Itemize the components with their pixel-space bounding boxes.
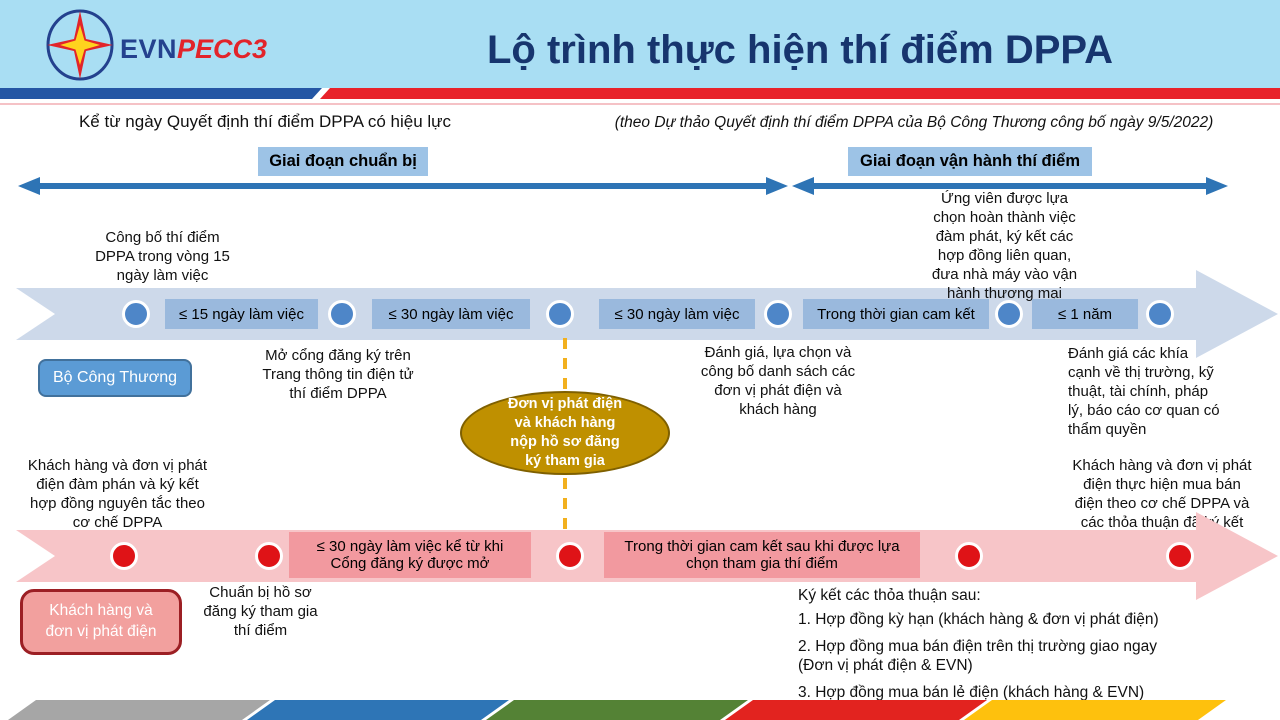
page-title: Lộ trình thực hiện thí điểm DPPA (487, 28, 1113, 72)
milestone-dot (255, 542, 283, 570)
agreement-item: 3. Hợp đồng mua bán lẻ điện (khách hàng … (798, 683, 1145, 701)
brand-evn: EVN (120, 34, 178, 64)
milestone-dot (122, 300, 150, 328)
duration-chip: ≤ 30 ngày làm việc (372, 299, 530, 329)
agreement-item: 1. Hợp đồng kỳ hạn (khách hàng & đơn vị … (798, 611, 1159, 629)
note-prepare-dossier: Chuẩn bị hồ sơ đăng ký tham gia thí điểm (203, 584, 318, 640)
source-note: (theo Dự thảo Quyết định thí điểm DPPA c… (614, 114, 1214, 131)
phase-pilot-operation-label: Giai đoạn vận hành thí điểm (848, 147, 1092, 176)
brand-pecc3: PECC3 (177, 34, 268, 64)
effective-date-note: Kể từ ngày Quyết định thí điểm DPPA có h… (78, 112, 452, 131)
footer-bar-yellow (964, 700, 1226, 720)
duration-chip: Trong thời gian cam kết sau khi được lựa… (604, 532, 920, 578)
actor-moit: Bộ Công Thương (38, 359, 192, 397)
duration-chip: ≤ 15 ngày làm việc (165, 299, 318, 329)
phase-span-arrows (18, 177, 1228, 195)
duration-chip: ≤ 30 ngày làm việc kể từ khi Cổng đăng k… (289, 532, 531, 578)
milestone-dot (110, 542, 138, 570)
phase-preparation-label: Giai đoạn chuẩn bị (258, 147, 428, 176)
footer-bar-blue (247, 700, 509, 720)
actor-customer-genco: Khách hàng và đơn vị phát điện (20, 589, 182, 655)
milestone-dot (1146, 300, 1174, 328)
agreement-item: 2. Hợp đồng mua bán điện trên thị trường… (798, 637, 1158, 675)
note-open-portal: Mở cổng đăng ký trên Trang thông tin điệ… (262, 347, 414, 403)
duration-chip: ≤ 1 năm (1032, 299, 1138, 329)
evn-logo-icon (46, 9, 114, 81)
note-candidate-completion: Ứng viên được lựa chọn hoàn thành việc đ… (931, 190, 1078, 303)
note-evaluate-select: Đánh giá, lựa chọn và công bố danh sách … (700, 344, 856, 419)
duration-chip: ≤ 30 ngày làm việc (599, 299, 755, 329)
footer-bar-green (486, 700, 748, 720)
note-trade-dppa: Khách hàng và đơn vị phát điện thực hiện… (1072, 457, 1252, 532)
note-announce-pilot: Công bố thí điểm DPPA trong vòng 15 ngày… (95, 229, 230, 285)
agreements-list: Ký kết các thỏa thuận sau: 1. Hợp đồng k… (798, 586, 1238, 709)
milestone-dot (764, 300, 792, 328)
footer-bar-red (725, 700, 987, 720)
footer-bar-gray (8, 700, 270, 720)
brand-wordmark: EVNPECC3 (120, 34, 267, 65)
header-divider-red (320, 88, 1280, 99)
milestone-dot (955, 542, 983, 570)
note-negotiate-principle: Khách hàng và đơn vị phát điện đàm phán … (27, 457, 208, 532)
duration-chip: Trong thời gian cam kết (803, 299, 989, 329)
milestone-dot (995, 300, 1023, 328)
milestone-dot (1166, 542, 1194, 570)
header (0, 0, 1280, 88)
milestone-dot (328, 300, 356, 328)
center-event-ellipse: Đơn vị phát điện và khách hàng nộp hồ sơ… (460, 391, 670, 475)
milestone-dot (546, 300, 574, 328)
header-divider-thin (0, 103, 1280, 105)
agreements-title: Ký kết các thỏa thuận sau: (798, 587, 981, 604)
milestone-dot (556, 542, 584, 570)
note-assess-report: Đánh giá các khía cạnh về thị trường, kỹ… (1068, 345, 1220, 439)
header-divider-blue (0, 88, 322, 99)
